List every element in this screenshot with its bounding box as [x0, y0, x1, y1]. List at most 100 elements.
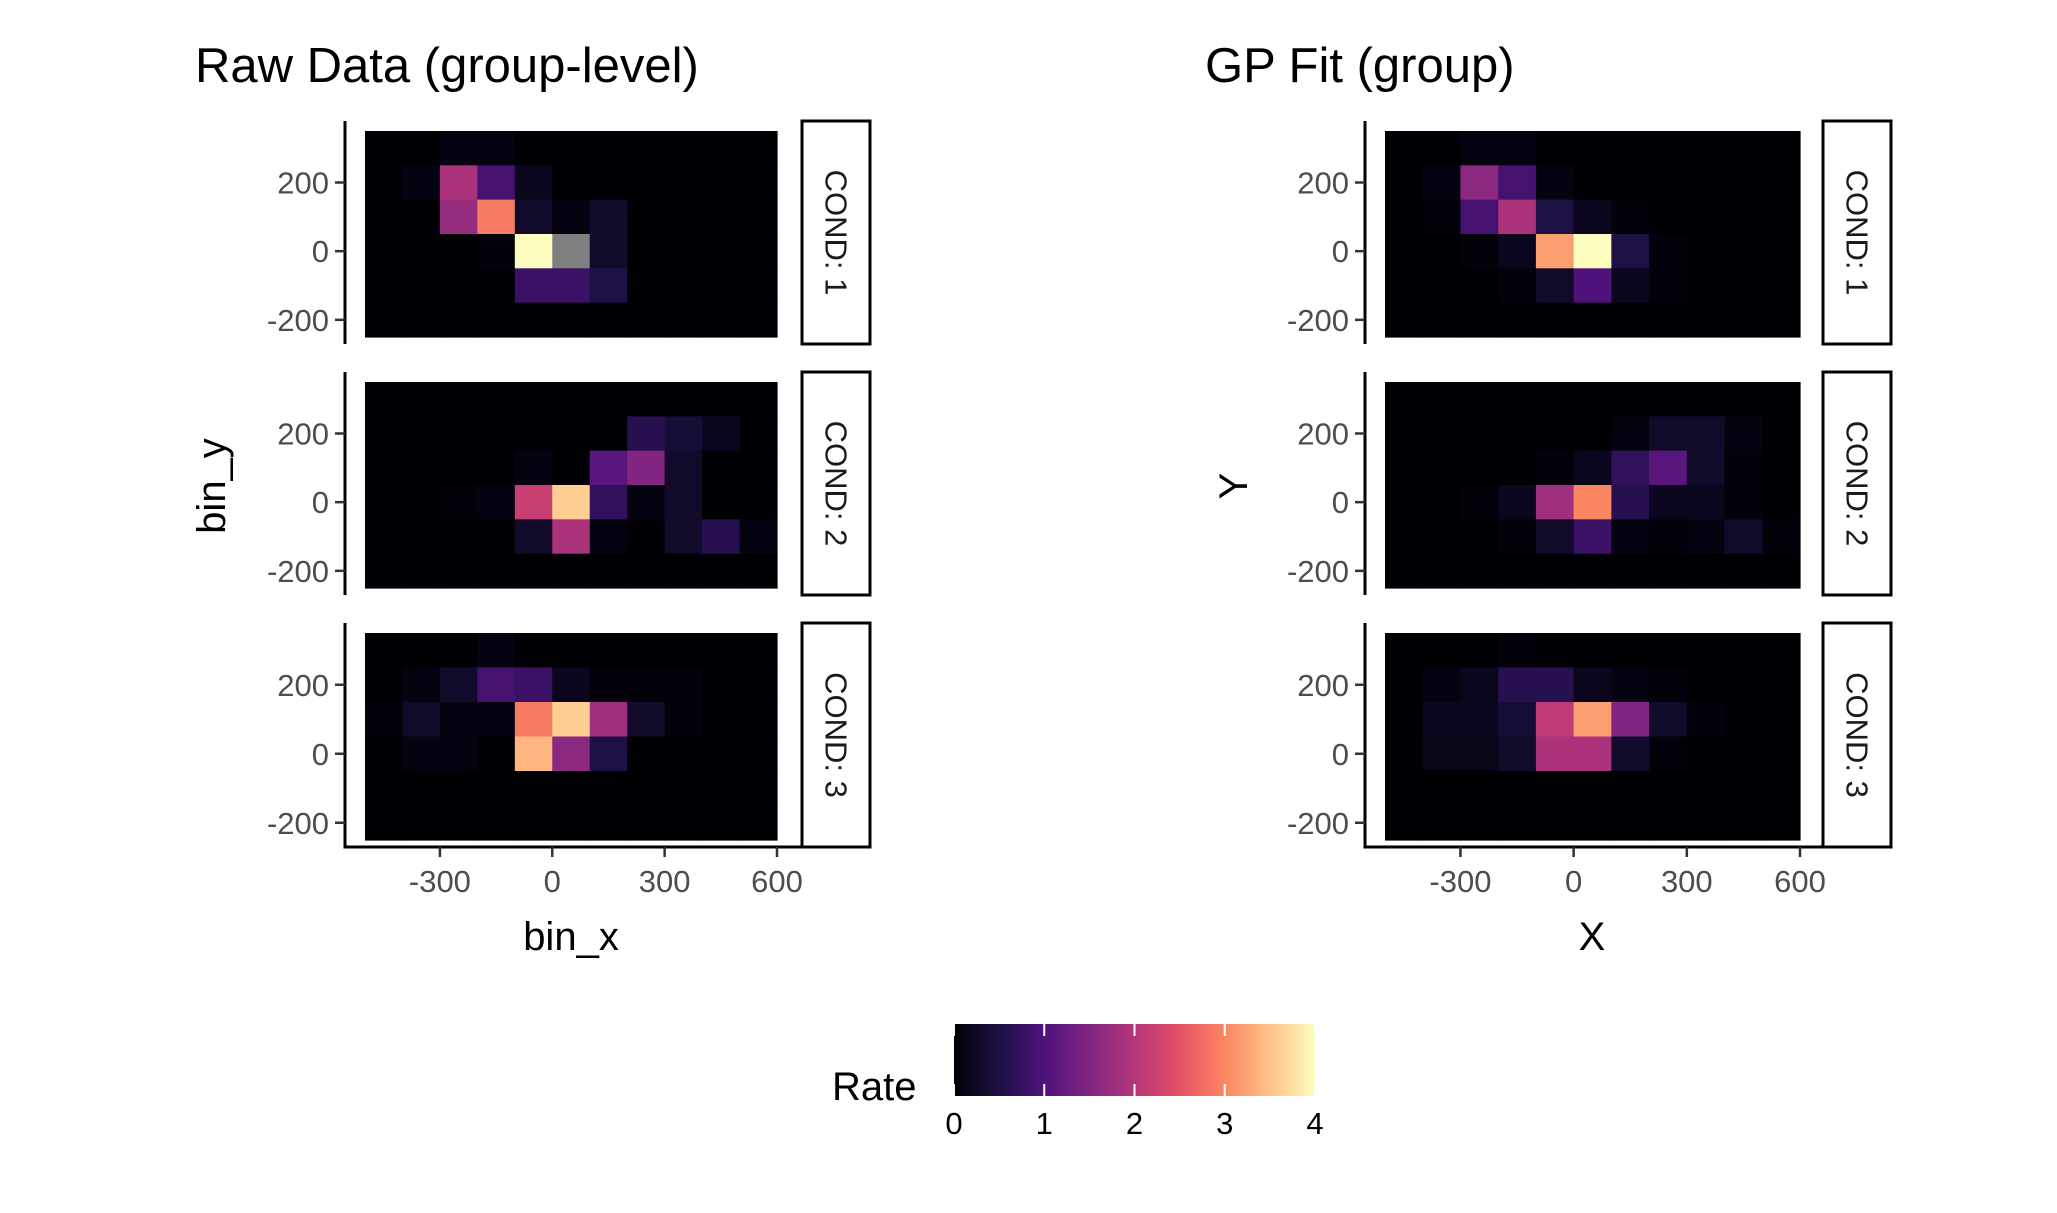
heatmap-cell	[1611, 771, 1650, 807]
heatmap-cell	[1649, 771, 1688, 807]
heatmap-cell	[1686, 382, 1726, 417]
heatmap-cell	[1762, 302, 1801, 338]
heatmap-cell	[402, 485, 441, 520]
heatmap-cell	[1498, 131, 1537, 166]
heatmap-cell	[1573, 702, 1612, 738]
heatmap-cell	[1422, 805, 1462, 841]
heatmap-cell	[402, 234, 441, 269]
heatmap-cell	[589, 416, 628, 452]
heatmap-cell	[1611, 382, 1650, 417]
heatmap-cell	[1611, 805, 1650, 841]
heatmap-cell	[1460, 633, 1499, 669]
heatmap-cell	[664, 199, 703, 235]
heatmap-cell	[514, 702, 553, 738]
right-chart-title: GP Fit (group)	[1205, 39, 1515, 93]
heatmap-cell	[739, 771, 778, 807]
heatmap-cell	[402, 199, 441, 235]
heatmap-cell	[589, 302, 628, 338]
heatmap-cell	[1611, 165, 1650, 201]
heatmap-cell	[1385, 805, 1424, 841]
legend-tick-label: 1	[1036, 1106, 1053, 1141]
heatmap-cell	[1385, 633, 1424, 669]
heatmap-cell	[627, 667, 666, 703]
heatmap-cell	[589, 771, 628, 807]
facet-strip-label: COND: 3	[1840, 672, 1875, 798]
heatmap-cell	[1460, 485, 1499, 520]
heatmap-cell	[365, 553, 404, 589]
heatmap-cell	[1724, 234, 1763, 269]
facet-panel: -200 0 200 COND: 2	[1287, 370, 1893, 597]
heatmap-cell	[627, 485, 666, 520]
heatmap-cell	[477, 805, 516, 841]
facet-strip	[800, 370, 872, 597]
heatmap-cell	[1611, 736, 1650, 772]
heatmap-cell	[1649, 667, 1688, 703]
heatmap-cell	[1422, 519, 1462, 555]
y-tick-label: -200	[267, 554, 329, 589]
heatmap-cell	[1686, 131, 1726, 166]
x-axis-label: bin_x	[523, 915, 619, 959]
heatmap-cell	[439, 199, 478, 235]
y-tick-label: 0	[312, 234, 329, 269]
heatmap-cell	[702, 199, 741, 235]
heatmap-cell	[664, 450, 703, 486]
heatmap-cell	[1573, 382, 1612, 417]
heatmap-cell	[1724, 485, 1763, 520]
legend-tick-label: 3	[1216, 1106, 1233, 1141]
heatmap-cell	[702, 416, 741, 452]
heatmap-cell	[1498, 416, 1537, 452]
heatmap-cell	[439, 519, 478, 555]
heatmap-cell	[1385, 165, 1424, 201]
heatmap-cell	[1686, 416, 1726, 452]
heatmap-cell	[1535, 450, 1575, 486]
heatmap-cell	[1573, 131, 1612, 166]
y-tick-label: 0	[1332, 737, 1349, 772]
heatmap-cell	[589, 165, 628, 201]
heatmap-cell	[552, 302, 591, 338]
heatmap-cell	[627, 805, 666, 841]
heatmap-cell	[739, 199, 778, 235]
heatmap-cell	[439, 553, 478, 589]
heatmap-cell	[1573, 771, 1612, 807]
heatmap-cell	[739, 416, 778, 452]
heatmap-cell	[552, 519, 591, 555]
x-tick-label: -300	[409, 864, 471, 899]
heatmap-cell	[1611, 667, 1650, 703]
facet-strip	[800, 119, 872, 346]
heatmap-cell	[1422, 485, 1462, 520]
heatmap-cell	[1422, 416, 1462, 452]
heatmap-cell	[1649, 736, 1688, 772]
heatmap-cell	[514, 736, 553, 772]
heatmap-cell	[552, 553, 591, 589]
heatmap-cell	[1535, 519, 1575, 555]
heatmap-cell	[1385, 302, 1424, 338]
heatmap-cell	[1460, 450, 1499, 486]
heatmap-cell	[739, 519, 778, 555]
heatmap-cell	[702, 519, 741, 555]
heatmap-cell	[439, 450, 478, 486]
heatmap-cell	[365, 165, 404, 201]
y-tick-label: 0	[1332, 234, 1349, 269]
legend-tick-label: 4	[1306, 1106, 1323, 1141]
heatmap-cell	[1573, 519, 1612, 555]
heatmap-cell	[365, 382, 404, 417]
heatmap-cell	[552, 416, 591, 452]
heatmap-cell	[1762, 131, 1801, 166]
heatmap-cell	[1686, 485, 1726, 520]
heatmap-cell	[1422, 302, 1462, 338]
heatmap-cell	[589, 450, 628, 486]
heatmap-cell	[402, 450, 441, 486]
y-tick-label: -200	[1287, 303, 1349, 338]
heatmap-cell	[739, 667, 778, 703]
heatmap-cell	[589, 199, 628, 235]
heatmap-cell	[1498, 450, 1537, 486]
heatmap-cell	[1385, 736, 1424, 772]
heatmap-cell	[1686, 302, 1726, 338]
heatmap-cell	[439, 736, 478, 772]
heatmap-cell	[402, 667, 441, 703]
heatmap-cell	[627, 131, 666, 166]
heatmap-cell	[739, 485, 778, 520]
heatmap-cell	[552, 234, 591, 269]
heatmap-cell	[477, 382, 516, 417]
heatmap-cell	[739, 302, 778, 338]
